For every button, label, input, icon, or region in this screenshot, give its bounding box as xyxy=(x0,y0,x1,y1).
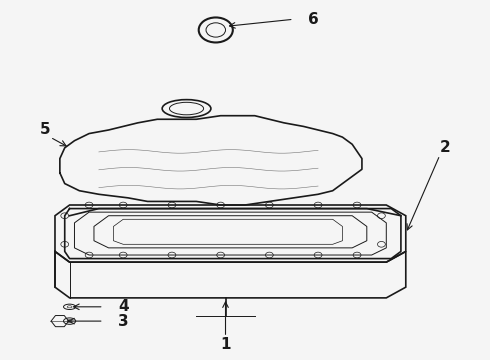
Text: 1: 1 xyxy=(220,337,231,352)
Text: 2: 2 xyxy=(440,140,450,156)
Text: 6: 6 xyxy=(308,12,319,27)
Text: 4: 4 xyxy=(118,299,129,314)
Text: 3: 3 xyxy=(118,314,129,329)
Text: 5: 5 xyxy=(40,122,50,138)
